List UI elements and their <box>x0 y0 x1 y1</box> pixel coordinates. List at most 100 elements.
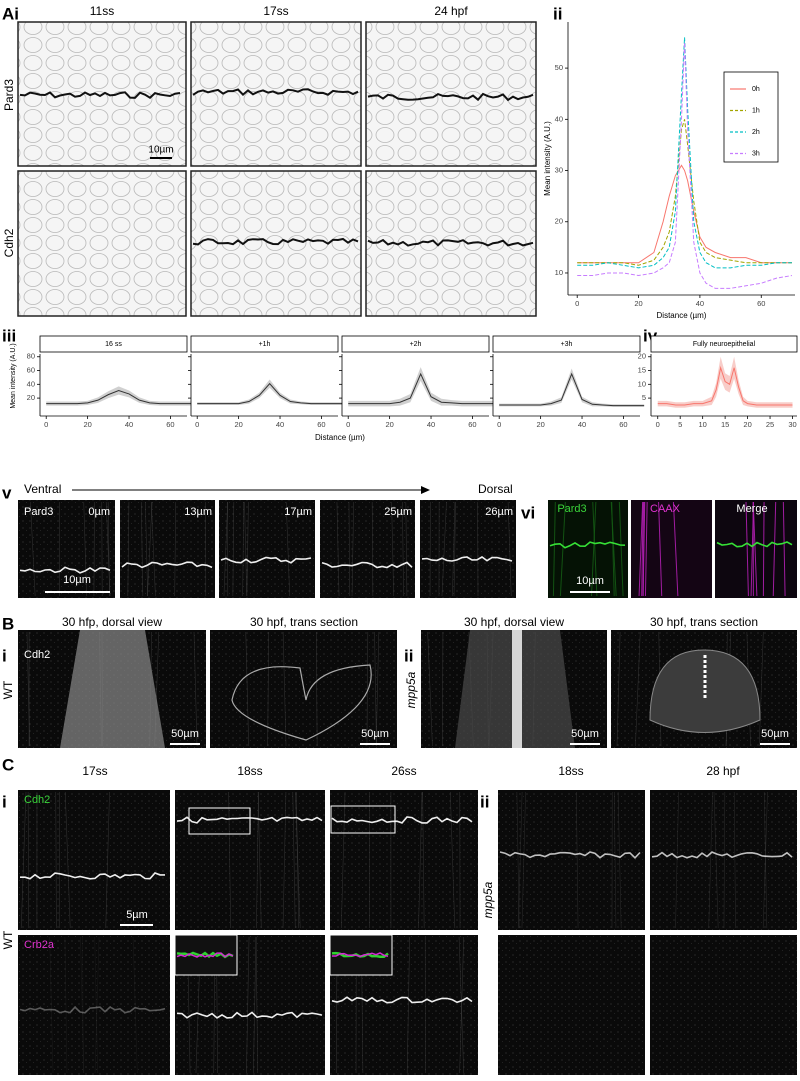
label: C <box>2 755 14 774</box>
label: Ai <box>2 4 19 23</box>
cell-edge <box>762 501 765 597</box>
cell-edge <box>348 501 351 597</box>
junction <box>121 561 213 569</box>
label: 18ss <box>558 764 583 778</box>
y-tick-label: 10 <box>555 268 563 277</box>
y-tick-label: 40 <box>27 379 35 388</box>
cell-edge <box>64 936 68 1074</box>
cell-edge <box>391 501 394 597</box>
cell-edge <box>26 631 31 747</box>
label: 10µm <box>148 145 173 156</box>
y-axis-title: Mean intensity (A.U.) <box>543 121 552 196</box>
label: Merge <box>736 503 767 515</box>
label: v <box>2 483 12 502</box>
junction <box>220 556 312 564</box>
micrograph <box>498 790 645 930</box>
facet-strip <box>39 335 188 353</box>
y-tick-label: 60 <box>27 366 35 375</box>
cell-edge <box>675 791 679 929</box>
cell-edge <box>366 631 369 747</box>
junction <box>331 816 473 824</box>
x-axis-title: Distance (µm) <box>657 311 707 320</box>
cell-edge <box>292 791 296 929</box>
junction <box>176 1011 323 1019</box>
cell-edge <box>244 501 248 597</box>
label: 17ss <box>82 764 107 778</box>
junction <box>331 996 473 1004</box>
label: Dorsal <box>478 482 513 496</box>
label: 30 hfp, dorsal view <box>62 615 162 629</box>
cell-edge <box>576 791 579 929</box>
cell-edge <box>658 501 663 597</box>
facet-strip <box>190 335 339 353</box>
x-tick-label: 60 <box>619 420 627 429</box>
legend-label: 2h <box>752 129 760 136</box>
label: 10µm <box>576 575 604 587</box>
label: vi <box>521 503 535 522</box>
cell-edge <box>127 501 130 597</box>
cell-edge <box>449 791 456 929</box>
inset-box <box>188 807 251 835</box>
cell-edge <box>145 501 149 597</box>
cell-edge <box>351 501 354 597</box>
label: 28 hpf <box>706 764 740 778</box>
label: 17ss <box>263 4 288 18</box>
label: 50µm <box>171 728 199 740</box>
junction <box>19 1006 166 1014</box>
cell-edge <box>315 631 318 747</box>
facet-line <box>348 372 494 405</box>
series-line <box>577 164 792 264</box>
label: Cdh2 <box>2 228 16 257</box>
label: mpp5a <box>404 671 418 708</box>
cell-edge <box>242 501 245 597</box>
cell-edge <box>193 631 198 747</box>
x-tick-label: 20 <box>634 299 642 308</box>
cell-edge <box>733 791 736 929</box>
cell-edge <box>94 936 100 1074</box>
label: Pard3 <box>24 506 53 518</box>
y-tick-label: 5 <box>642 393 646 402</box>
legend-label: 0h <box>752 86 760 93</box>
cell-edge <box>140 501 144 597</box>
y-tick-label: 20 <box>555 217 563 226</box>
series-line <box>577 37 792 269</box>
cell-edge <box>151 501 156 597</box>
y-tick-label: 10 <box>638 379 646 388</box>
arrow-head <box>421 486 430 494</box>
cell-edge <box>592 501 598 597</box>
error-band <box>46 386 192 406</box>
micrograph <box>120 500 215 598</box>
cell-edge <box>613 791 617 929</box>
cell-edge <box>375 631 380 747</box>
facet-strip <box>492 335 641 353</box>
label: 18ss <box>237 764 262 778</box>
cell-edge <box>228 791 231 929</box>
cell-edge <box>745 501 749 597</box>
cell-edge <box>232 501 235 597</box>
cell-edge <box>255 936 259 1074</box>
cell-edge <box>402 501 404 597</box>
junction <box>367 238 534 247</box>
micrograph <box>18 790 170 930</box>
cell-edge <box>752 501 758 597</box>
junction <box>651 851 793 859</box>
label: i <box>2 646 7 665</box>
x-tick-label: 0 <box>497 420 501 429</box>
label: 0µm <box>88 506 110 518</box>
x-tick-label: 60 <box>757 299 765 308</box>
label: Ventral <box>24 482 61 496</box>
y-tick-label: 40 <box>555 114 563 123</box>
micrograph <box>190 21 362 167</box>
micrograph <box>18 935 170 1075</box>
cell-edge <box>616 631 621 747</box>
cell-edge <box>618 501 624 597</box>
cell-edge <box>282 791 287 929</box>
cell-edge <box>635 631 641 747</box>
y-tick-label: 80 <box>27 352 35 361</box>
cell-edge <box>374 631 377 747</box>
junction <box>20 872 165 880</box>
label: 5µm <box>126 909 148 921</box>
cell-edge <box>422 791 425 929</box>
label: WT <box>1 930 15 949</box>
x-tick-label: 15 <box>721 420 729 429</box>
